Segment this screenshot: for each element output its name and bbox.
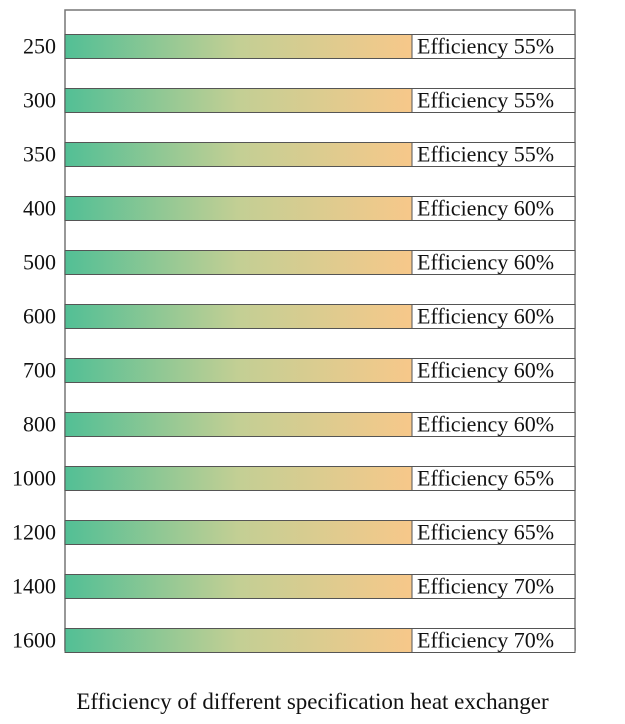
data-label-box-600	[411, 304, 576, 329]
category-label-350: 350	[23, 142, 56, 167]
data-label-300: Efficiency 55%	[417, 88, 554, 113]
bar-500	[64, 250, 413, 275]
bar-1200	[64, 520, 413, 545]
bar-1000	[64, 466, 413, 491]
data-label-box-350	[411, 142, 576, 167]
bar-800	[64, 412, 413, 437]
data-label-box-700	[411, 358, 576, 383]
chart-title: Efficiency of different specification he…	[76, 689, 549, 714]
category-label-1400: 1400	[12, 574, 56, 599]
data-label-350: Efficiency 55%	[417, 142, 554, 167]
category-label-1600: 1600	[12, 628, 56, 653]
data-label-1000: Efficiency 65%	[417, 466, 554, 491]
data-label-box-500	[411, 250, 576, 275]
bar-1600	[64, 628, 413, 653]
category-label-300: 300	[23, 88, 56, 113]
data-label-400: Efficiency 60%	[417, 196, 554, 221]
data-label-box-400	[411, 196, 576, 221]
data-label-1200: Efficiency 65%	[417, 520, 554, 545]
data-label-box-1400	[411, 574, 576, 599]
category-label-250: 250	[23, 34, 56, 59]
data-label-box-300	[411, 88, 576, 113]
data-label-box-1200	[411, 520, 576, 545]
data-label-600: Efficiency 60%	[417, 304, 554, 329]
data-label-700: Efficiency 60%	[417, 358, 554, 383]
category-label-1000: 1000	[12, 466, 56, 491]
data-label-box-1000	[411, 466, 576, 491]
bar-400	[64, 196, 413, 221]
bar-350	[64, 142, 413, 167]
bar-300	[64, 88, 413, 113]
data-label-box-250	[411, 34, 576, 59]
category-label-1200: 1200	[12, 520, 56, 545]
data-label-250: Efficiency 55%	[417, 34, 554, 59]
data-label-box-1600	[411, 628, 576, 653]
category-label-700: 700	[23, 358, 56, 383]
category-label-600: 600	[23, 304, 56, 329]
data-label-box-800	[411, 412, 576, 437]
bar-700	[64, 358, 413, 383]
category-label-800: 800	[23, 412, 56, 437]
bar-1400	[64, 574, 413, 599]
bar-600	[64, 304, 413, 329]
chart: 250 Efficiency 55% 300 Efficiency 55% 350 Eff…	[12, 9, 576, 653]
category-label-400: 400	[23, 196, 56, 221]
data-label-1600: Efficiency 70%	[417, 628, 554, 653]
data-label-1400: Efficiency 70%	[417, 574, 554, 599]
data-label-500: Efficiency 60%	[417, 250, 554, 275]
bar-250	[64, 34, 413, 59]
data-label-800: Efficiency 60%	[417, 412, 554, 437]
category-label-500: 500	[23, 250, 56, 275]
